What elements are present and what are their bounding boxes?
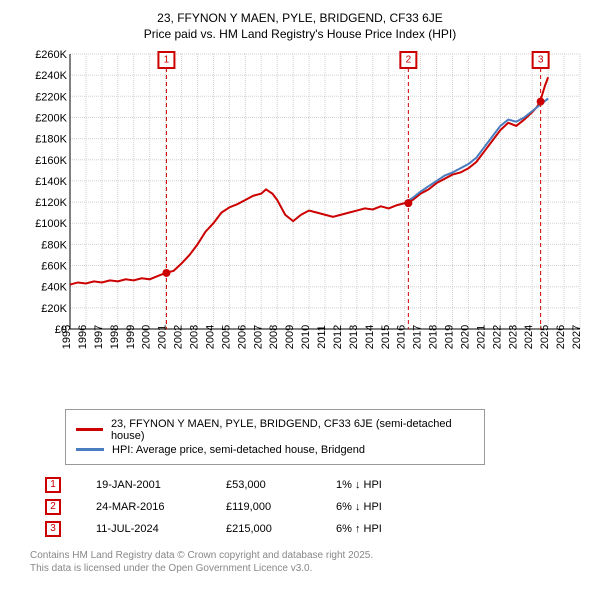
x-axis-label: 2019 [444, 325, 456, 349]
y-axis-label: £20K [41, 303, 67, 315]
x-axis-label: 2008 [268, 325, 280, 349]
x-axis-label: 1998 [109, 325, 121, 349]
chart-title-line2: Price paid vs. HM Land Registry's House … [15, 27, 585, 41]
transactions-table: 1 19-JAN-2001£53,0001% ↓ HPI 2 24-MAR-2016£… [45, 477, 585, 537]
x-axis-label: 2013 [348, 325, 360, 349]
x-axis-label: 2027 [571, 325, 583, 349]
y-axis-label: £120K [35, 197, 67, 209]
marker-dot [404, 199, 412, 207]
x-axis-label: 1995 [61, 325, 73, 349]
line-chart: £0£20K£40K£60K£80K£100K£120K£140K£160K£1… [25, 49, 585, 369]
legend-label: 23, FFYNON Y MAEN, PYLE, BRIDGEND, CF33 … [111, 418, 474, 442]
transaction-row: 2 24-MAR-2016£119,0006% ↓ HPI [45, 499, 585, 515]
transaction-pct: 6% ↑ HPI [336, 523, 466, 535]
x-axis-label: 1996 [77, 325, 89, 349]
x-axis-label: 2024 [523, 325, 535, 349]
x-axis-label: 2026 [555, 325, 567, 349]
transaction-pct: 6% ↓ HPI [336, 501, 466, 513]
y-axis-label: £160K [35, 155, 67, 167]
x-axis-label: 2006 [236, 325, 248, 349]
legend-item: 23, FFYNON Y MAEN, PYLE, BRIDGEND, CF33 … [76, 418, 474, 442]
x-axis-label: 2003 [189, 325, 201, 349]
transaction-row: 1 19-JAN-2001£53,0001% ↓ HPI [45, 477, 585, 493]
y-axis-label: £40K [41, 281, 67, 293]
y-axis-label: £140K [35, 176, 67, 188]
y-axis-label: £60K [41, 260, 67, 272]
x-axis-label: 1999 [125, 325, 137, 349]
y-axis-label: £240K [35, 70, 67, 82]
legend-label: HPI: Average price, semi-detached house,… [112, 444, 365, 456]
x-axis-label: 2000 [141, 325, 153, 349]
legend-swatch [76, 448, 104, 451]
x-axis-label: 2017 [412, 325, 424, 349]
y-axis-label: £100K [35, 218, 67, 230]
y-axis-label: £180K [35, 133, 67, 145]
transaction-price: £215,000 [226, 523, 336, 535]
transaction-price: £119,000 [226, 501, 336, 513]
x-axis-label: 2022 [491, 325, 503, 349]
transaction-price: £53,000 [226, 479, 336, 491]
transaction-date: 24-MAR-2016 [96, 501, 226, 513]
transaction-pct: 1% ↓ HPI [336, 479, 466, 491]
marker-number: 1 [164, 54, 170, 65]
x-axis-label: 2014 [364, 325, 376, 349]
y-axis-label: £260K [35, 49, 67, 61]
x-axis-label: 2002 [173, 325, 185, 349]
chart-area: £0£20K£40K£60K£80K£100K£120K£140K£160K£1… [25, 49, 585, 369]
x-axis-label: 2009 [284, 325, 296, 349]
x-axis-label: 2023 [507, 325, 519, 349]
x-axis-label: 2018 [428, 325, 440, 349]
legend-box: 23, FFYNON Y MAEN, PYLE, BRIDGEND, CF33 … [65, 409, 485, 465]
footer-line1: Contains HM Land Registry data © Crown c… [30, 549, 585, 562]
x-axis-label: 2005 [220, 325, 232, 349]
x-axis-label: 2016 [396, 325, 408, 349]
marker-dot [537, 97, 545, 105]
x-axis-label: 2015 [380, 325, 392, 349]
x-axis-label: 2012 [332, 325, 344, 349]
y-axis-label: £200K [35, 112, 67, 124]
marker-number: 3 [538, 54, 544, 65]
transaction-marker: 1 [45, 477, 61, 493]
legend-item: HPI: Average price, semi-detached house,… [76, 444, 474, 456]
legend-swatch [76, 428, 103, 431]
x-axis-label: 2021 [475, 325, 487, 349]
transaction-row: 3 11-JUL-2024£215,0006% ↑ HPI [45, 521, 585, 537]
transaction-marker: 3 [45, 521, 61, 537]
x-axis-label: 2004 [204, 325, 216, 349]
y-axis-label: £80K [41, 239, 67, 251]
transaction-date: 11-JUL-2024 [96, 523, 226, 535]
series-hpi [405, 98, 548, 203]
transaction-marker: 2 [45, 499, 61, 515]
transaction-date: 19-JAN-2001 [96, 479, 226, 491]
x-axis-label: 1997 [93, 325, 105, 349]
marker-dot [162, 269, 170, 277]
y-axis-label: £220K [35, 91, 67, 103]
x-axis-label: 2007 [252, 325, 264, 349]
footer-line2: This data is licensed under the Open Gov… [30, 562, 585, 575]
chart-title-line1: 23, FFYNON Y MAEN, PYLE, BRIDGEND, CF33 … [15, 10, 585, 27]
marker-number: 2 [406, 54, 412, 65]
x-axis-label: 2010 [300, 325, 312, 349]
footer-attribution: Contains HM Land Registry data © Crown c… [30, 549, 585, 575]
x-axis-label: 2020 [459, 325, 471, 349]
